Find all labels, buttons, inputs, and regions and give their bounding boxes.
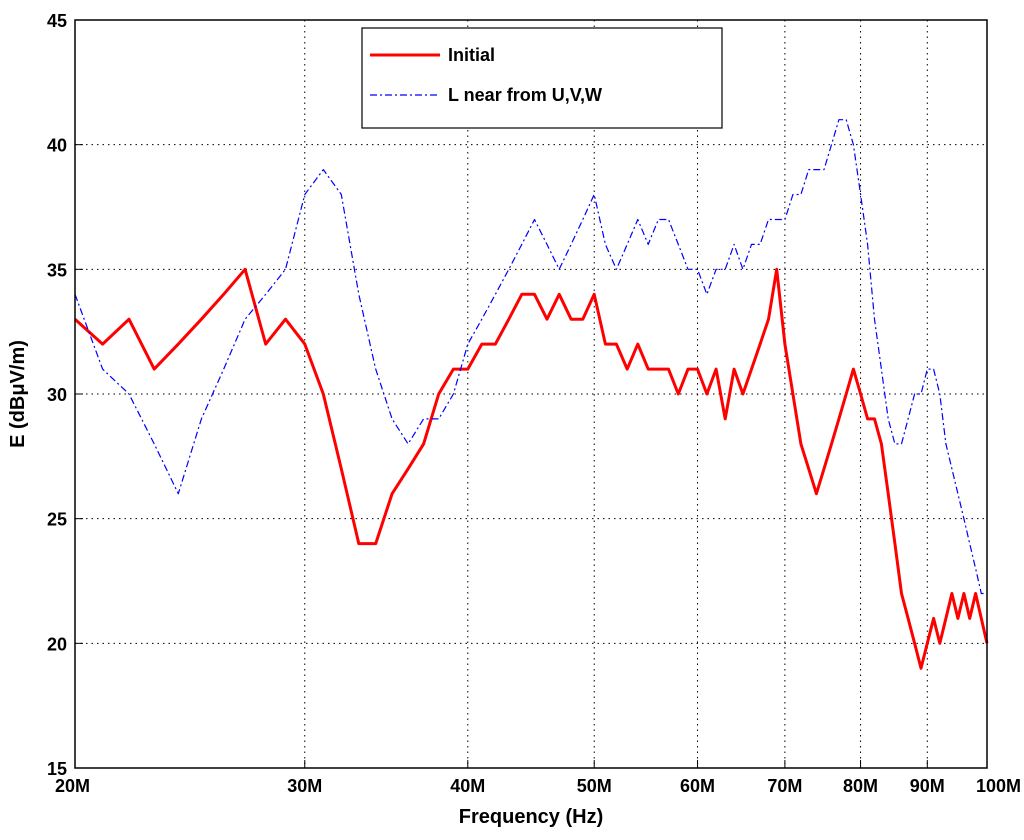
y-tick-label: 25: [47, 510, 67, 530]
y-axis-label: E (dBμV/m): [7, 340, 29, 448]
x-tick-label: 80M: [843, 776, 878, 796]
y-tick-label: 15: [47, 759, 67, 779]
series-line: [73, 267, 989, 670]
y-tick-label: 40: [47, 136, 67, 156]
plot-area: [75, 20, 987, 768]
x-axis-label: Frequency (Hz): [459, 806, 603, 828]
y-tick-label: 45: [47, 11, 67, 31]
axes-frame: [74, 19, 988, 769]
x-tick-label: 60M: [680, 776, 715, 796]
legend: Initial L near from U,V,W: [361, 27, 723, 129]
y-tick-label: 20: [47, 634, 67, 654]
x-tick-label: 40M: [450, 776, 485, 796]
series-line: [74, 119, 987, 595]
x-tick-label: 20M: [55, 776, 90, 796]
y-tick-label: 35: [47, 260, 67, 280]
x-tick-label: 70M: [767, 776, 802, 796]
x-tick-label: 90M: [910, 776, 945, 796]
legend-box: [361, 27, 723, 129]
x-tick-label: 30M: [287, 776, 322, 796]
legend-label: Initial: [448, 45, 495, 65]
x-tick-label: 50M: [577, 776, 612, 796]
legend-label: L near from U,V,W: [448, 85, 602, 105]
y-tick-label: 30: [47, 385, 67, 405]
x-tick-label: 100M: [976, 776, 1021, 796]
